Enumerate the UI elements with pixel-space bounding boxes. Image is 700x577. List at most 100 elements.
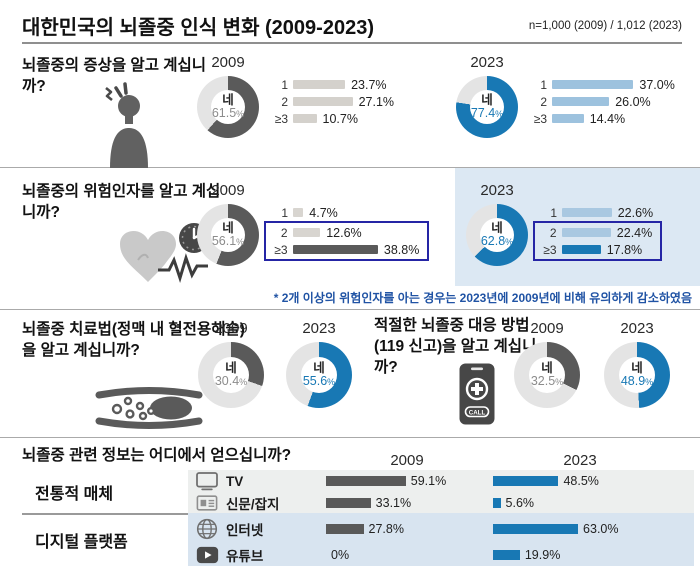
donut-chart-treatment-2009: 네 30.4% (198, 342, 264, 408)
donut-percent: 30.4% (214, 374, 248, 388)
symptoms-2009-group: 2009 네 61.5% 1 23.7% 2 27.1% ≥3 10.7% (193, 54, 394, 138)
bar-cell-2023: 5.6% (493, 496, 660, 510)
bar-value: 63.0% (583, 521, 619, 536)
year-label-2009: 2009 (211, 182, 245, 199)
question-risk-factors: 뇌졸중의 위험인자를 알고 계십니까? (22, 183, 221, 221)
source-label: TV (226, 473, 244, 489)
youtube-icon (194, 546, 220, 564)
donut-chart-symptoms-2009: 네 61.5% (197, 76, 259, 138)
bar-value: 10.7% (322, 111, 358, 126)
donut-yes-label: 네 (225, 360, 237, 375)
donut-yes-label: 네 (222, 220, 234, 235)
section-info-sources: 뇌졸중 관련 정보는 어디에서 얻으십니까? 2009 2023 TV 59.1… (0, 438, 700, 577)
bar-label: 1 (281, 77, 288, 92)
year-label-2009: 2009 (214, 320, 248, 337)
call-label: CALL (469, 409, 486, 416)
bar-tv-2009 (326, 476, 406, 486)
bar-cell-2023: 63.0% (493, 522, 660, 536)
donut-yes-label: 네 (313, 360, 325, 375)
bar-label: ≥3 (533, 111, 547, 126)
donut-center: 네 61.5% (211, 90, 245, 124)
bar-row: 2 22.4% (539, 224, 653, 241)
donut-center: 네 56.1% (211, 218, 245, 252)
year-label-2009: 2009 (211, 54, 245, 71)
bar-row: ≥3 10.7% (270, 110, 394, 127)
source-label: 유튜브 (226, 548, 264, 564)
donut-chart-response-2023: 네 48.9% (604, 342, 670, 408)
response-2009-group: 2009 네 32.5% (512, 320, 582, 408)
donut-yes-label: 네 (222, 92, 234, 107)
bar-value: 33.1% (375, 495, 412, 510)
bar (561, 228, 611, 237)
bar-newspaper-2023 (493, 497, 501, 508)
year-label-2023: 2023 (470, 54, 504, 71)
question-symptoms: 뇌졸중의 증상을 알고 계십니까? (22, 57, 207, 95)
donut-chart-response-2009: 네 32.5% (514, 342, 580, 408)
risk-2009-group: 2009 네 56.1% 1 4.7% 2 12.6% ≥3 38.8% (193, 182, 430, 266)
page-title: 대한민국의 뇌졸중 인식 변화 (2009-2023) (22, 17, 374, 39)
bar (292, 228, 321, 237)
donut-center: 네 48.9% (619, 357, 655, 393)
donut-chart-symptoms-2023: 네 77.4% (456, 76, 518, 138)
highlight-box: 2 12.6% ≥3 38.8% (264, 221, 430, 261)
bar-value: 5.6% (505, 495, 535, 510)
source-row-youtube: 유튜브 0% 19.9% (188, 544, 694, 565)
donut-percent: 61.5% (211, 106, 245, 120)
symptoms-2023-group: 2023 네 77.4% 1 37.0% 2 26.0% ≥3 14.4% (452, 54, 675, 138)
bar (293, 208, 304, 217)
year-label-2009: 2009 (530, 320, 564, 337)
digital-platform-panel: 인터넷 27.8% 63.0% 유튜브 (188, 513, 694, 566)
donut-percent: 56.1% (211, 234, 245, 248)
bar-value: 48.5% (563, 474, 599, 488)
donut-percent: 62.8% (480, 234, 514, 248)
donut-chart-risk-2023: 네 62.8% (466, 204, 528, 266)
newspaper-icon (194, 492, 220, 514)
treatment-2023-group: 2023 네 55.6% (284, 320, 354, 408)
bar-value: 0% (331, 547, 350, 562)
bar-label: 2 (540, 94, 547, 109)
bar-label: 1 (281, 205, 288, 220)
section-risk-factors: 뇌졸중의 위험인자를 알고 계십니까? 2009 네 56.1% 1 4.7% 2 1… (0, 168, 700, 310)
bar-label: 2 (549, 225, 557, 240)
donut-center: 네 30.4% (213, 357, 249, 393)
bar-value: 38.8% (383, 242, 420, 257)
bar (552, 80, 634, 89)
bar-row: ≥3 38.8% (270, 241, 420, 258)
bar-cell-2023: 48.5% (493, 474, 660, 488)
donut-yes-label: 네 (481, 92, 493, 107)
response-2023-group: 2023 네 48.9% (602, 320, 672, 408)
bar-cell-2023: 19.9% (493, 548, 660, 562)
bar-value: 12.6% (326, 225, 362, 240)
bar-chart-risk-2009: 1 4.7% 2 12.6% ≥3 38.8% (264, 204, 430, 261)
bar-value: 59.1% (410, 474, 447, 488)
section-symptoms: 뇌졸중의 증상을 알고 계십니까? 2009 네 61.5% 1 23.7% 2 27… (0, 44, 700, 168)
header-divider (22, 42, 682, 44)
bar (561, 245, 601, 254)
bar (562, 208, 612, 217)
donut-chart-treatment-2023: 네 55.6% (286, 342, 352, 408)
bar-row: 2 26.0% (529, 93, 675, 110)
question-response: 적절한 뇌졸중 대응 방법(119 신고)을 알고 계십니까? (374, 317, 537, 376)
bar-newspaper-2009 (326, 497, 371, 508)
bar-youtube-2023 (493, 549, 520, 560)
bar-chart-symptoms-2009: 1 23.7% 2 27.1% ≥3 10.7% (270, 76, 394, 127)
bar-label: 1 (550, 205, 557, 220)
bar-row: 1 22.6% (539, 204, 662, 221)
group-label-traditional: 전통적 매체 (35, 486, 114, 503)
bar-chart-risk-2023: 1 22.6% 2 22.4% ≥3 17.8% (533, 204, 663, 261)
bar-label: 2 (281, 94, 288, 109)
column-header-2023: 2023 (563, 452, 597, 469)
bar-cell-2009: 33.1% (326, 496, 493, 510)
bar-cell-2009: 0% (326, 548, 493, 562)
donut-center: 네 62.8% (480, 218, 514, 252)
bar-row: 2 12.6% (270, 224, 420, 241)
bar (293, 97, 353, 106)
donut-yes-label: 네 (631, 360, 643, 375)
donut-percent: 55.6% (302, 374, 336, 388)
bar-value: 22.6% (617, 205, 654, 220)
source-row-internet: 인터넷 27.8% 63.0% (188, 518, 694, 539)
bar-row: ≥3 17.8% (539, 241, 653, 258)
bar-value: 22.4% (616, 225, 653, 240)
bar-label: ≥3 (274, 242, 288, 257)
